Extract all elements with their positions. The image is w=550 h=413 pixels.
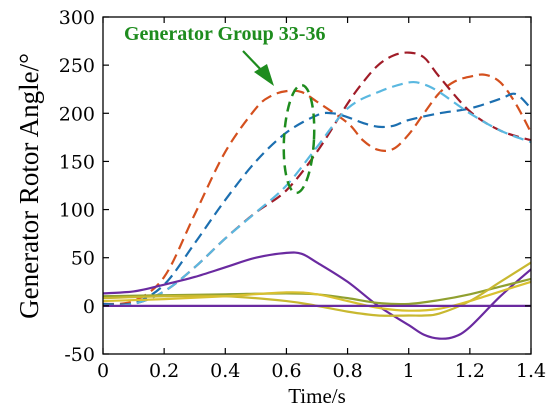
plot-frame: [102, 16, 532, 355]
x-axis-title: Time/s: [288, 384, 346, 408]
y-tick-label: 0: [83, 296, 95, 318]
x-tick-label: 0.4: [210, 360, 240, 382]
x-tick-label: 1.4: [516, 360, 546, 382]
series-line-6: [103, 277, 531, 306]
x-tick-label: 0: [97, 360, 109, 382]
annotation-label: Generator Group 33-36: [124, 23, 325, 45]
series-line-5: [103, 251, 531, 340]
series-layer: [103, 51, 531, 340]
series-line-2: [103, 92, 531, 306]
series-line-8: [103, 280, 531, 312]
y-tick-label: 300: [59, 7, 95, 29]
x-tick-label: 0.8: [332, 360, 362, 382]
y-tick-label: 50: [71, 248, 95, 270]
y-tick-label: -50: [64, 344, 95, 366]
annotation-layer: Generator Group 33-36: [124, 23, 325, 195]
y-tick-label: 150: [59, 151, 95, 173]
group-highlight-ellipse: [282, 83, 316, 195]
y-tick-label: 200: [59, 103, 95, 125]
series-line-1: [103, 73, 531, 306]
x-tick-label: 0.6: [271, 360, 301, 382]
annotation-arrowhead: [254, 64, 274, 86]
y-tick-label: 250: [59, 55, 95, 77]
x-tick-label: 1.2: [455, 360, 485, 382]
tick-layer: 0 0.2 0.4 0.6 0.8 1 1.2 1.4-5005010015020025030…: [59, 7, 546, 382]
series-line-3: [103, 51, 531, 307]
y-axis-title: Generator Rotor Angle/°: [14, 53, 44, 319]
y-tick-label: 100: [59, 200, 95, 222]
x-tick-label: 1: [403, 360, 415, 382]
x-tick-label: 0.2: [149, 360, 179, 382]
